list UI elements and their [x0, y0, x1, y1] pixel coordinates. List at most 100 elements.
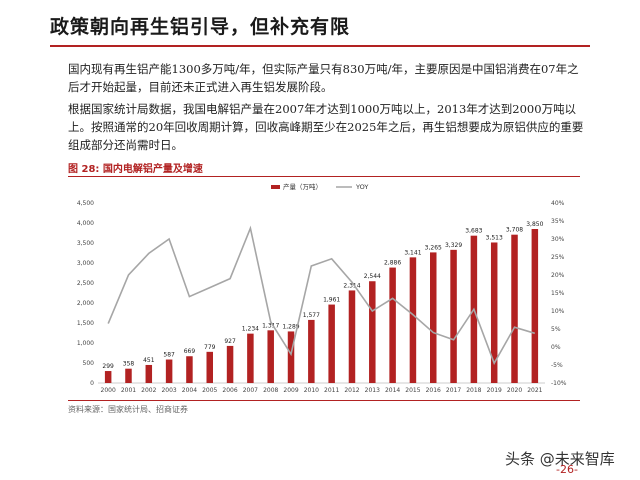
- bar: [450, 249, 457, 383]
- bar: [104, 371, 112, 383]
- bar-value-label: 3,265: [425, 244, 442, 251]
- x-tick-label: 2012: [344, 387, 359, 394]
- source-note: 资料来源：国家统计局、招商证券: [68, 405, 188, 414]
- y-right-tick-label: 10%: [551, 308, 565, 315]
- bar-value-label: 3,513: [486, 234, 503, 241]
- bar: [247, 333, 254, 383]
- bar-value-label: 299: [102, 363, 114, 370]
- y-right-tick-label: 5%: [551, 326, 561, 333]
- bar: [125, 368, 132, 383]
- y-right-tick-label: 15%: [551, 290, 565, 297]
- bar: [531, 229, 539, 383]
- paragraph-2: 根据国家统计局数据，我国电解铝产量在2007年才达到1000万吨以上，2013年…: [68, 102, 584, 152]
- y-right-tick-label: 25%: [551, 254, 565, 261]
- bar-value-label: 2,314: [343, 282, 360, 289]
- bar: [409, 257, 417, 383]
- y-right-tick-label: 30%: [551, 236, 565, 243]
- bar-value-label: 3,708: [506, 227, 523, 234]
- bar-value-label: 1,234: [242, 326, 259, 333]
- x-tick-label: 2007: [243, 387, 258, 394]
- legend-bar-swatch: [271, 185, 280, 189]
- left-axis: 0 500 1,000 1,500 2,000 2,500 3,000 3,500 4,000 4…: [77, 200, 94, 387]
- bar-value-label: 587: [163, 352, 175, 359]
- yoy-line-series: [107, 225, 536, 366]
- y-left-tick-label: 3,500: [77, 240, 94, 247]
- x-tick-label: 2001: [121, 387, 136, 394]
- x-tick-label: 2021: [527, 387, 542, 394]
- bar: [145, 364, 153, 383]
- bar-value-label: 358: [123, 361, 135, 368]
- x-tick-label: 2011: [324, 387, 339, 394]
- bar: [490, 242, 498, 383]
- bar: [308, 319, 315, 383]
- bar: [226, 345, 234, 383]
- bar-value-label: 2,886: [384, 260, 401, 267]
- bar-value-labels: 299 358 451 587 669 779 927 1,234 1,317 1,289 1,57…: [102, 221, 543, 370]
- bar-value-label: 3,683: [465, 228, 482, 235]
- x-tick-label: 2003: [161, 387, 176, 394]
- bar-value-label: 1,961: [323, 297, 340, 304]
- bar-value-label: 3,141: [404, 249, 421, 256]
- x-tick-label: 2010: [304, 387, 319, 394]
- bar: [328, 304, 335, 383]
- bar-value-label: 3,329: [445, 242, 462, 249]
- bar-value-label: 669: [184, 348, 196, 355]
- x-tick-label: 2004: [182, 387, 197, 394]
- bar: [369, 281, 376, 383]
- page-number: -26-: [556, 463, 578, 476]
- y-left-tick-label: 0: [90, 380, 94, 387]
- x-tick-label: 2002: [141, 387, 156, 394]
- legend-bar-label: 产量（万吨）: [283, 182, 322, 191]
- x-tick-label: 2016: [426, 387, 441, 394]
- y-right-tick-label: -5%: [551, 362, 563, 369]
- bar-value-label: 451: [143, 357, 155, 364]
- y-left-tick-label: 1,500: [77, 320, 94, 327]
- y-left-tick-label: 3,000: [77, 260, 94, 267]
- bar: [267, 330, 274, 383]
- x-tick-label: 2009: [283, 387, 298, 394]
- x-tick-label: 2000: [101, 387, 116, 394]
- source-divider: [68, 400, 580, 401]
- x-tick-label: 2008: [263, 387, 278, 394]
- watermark: 头条 @未来智库: [505, 450, 615, 468]
- figure-divider: [68, 176, 580, 177]
- title-divider: [50, 45, 590, 47]
- y-left-tick-label: 2,500: [77, 280, 94, 287]
- y-left-tick-label: 4,000: [77, 220, 94, 227]
- page-title: 政策朝向再生铝引导，但补充有限: [50, 16, 351, 38]
- y-left-tick-label: 4,500: [77, 200, 94, 207]
- chart-legend: 产量（万吨） YOY: [271, 182, 368, 191]
- production-chart: 产量（万吨） YOY 0 500 1,000 1,500 2,000 2,500 3,000…: [77, 182, 567, 394]
- bar-value-label: 1,317: [262, 322, 279, 329]
- x-tick-label: 2015: [405, 387, 420, 394]
- y-left-tick-label: 500: [83, 360, 95, 367]
- bar-value-label: 1,289: [282, 323, 299, 330]
- bar-value-label: 2,544: [364, 273, 381, 280]
- x-axis-ticks: 2000 2001 2002 2003 2004 2005 2006 2007 2008 2009…: [101, 387, 543, 394]
- x-tick-label: 2006: [222, 387, 237, 394]
- bar: [348, 290, 356, 383]
- x-tick-label: 2018: [466, 387, 481, 394]
- figure-caption: 图 28: 国内电解铝产量及增速: [68, 164, 203, 175]
- bar-value-label: 3,850: [526, 221, 543, 228]
- y-left-tick-label: 1,000: [77, 340, 94, 347]
- bar: [287, 331, 295, 383]
- legend-line-label: YOY: [355, 183, 368, 191]
- bar-value-label: 927: [224, 338, 236, 345]
- bar: [429, 252, 437, 383]
- right-axis: -10% -5% 0% 5% 10% 15% 20% 25% 30% 35% 40%: [551, 200, 567, 387]
- x-tick-label: 2019: [487, 387, 502, 394]
- bar: [206, 351, 214, 383]
- paragraph-1: 国内现有再生铝产能1300多万吨/年，但实际产量只有830万吨/年，主要原因是中…: [68, 62, 579, 94]
- x-tick-label: 2014: [385, 387, 400, 394]
- bar-series: [104, 229, 539, 383]
- y-left-tick-label: 2,000: [77, 300, 94, 307]
- bar-value-label: 1,577: [303, 312, 320, 319]
- bar-value-label: 779: [204, 344, 216, 351]
- y-right-tick-label: 40%: [551, 200, 565, 207]
- x-tick-label: 2005: [202, 387, 217, 394]
- bar: [389, 267, 396, 383]
- x-tick-label: 2020: [507, 387, 522, 394]
- x-tick-label: 2017: [446, 387, 461, 394]
- y-right-tick-label: 0%: [551, 344, 561, 351]
